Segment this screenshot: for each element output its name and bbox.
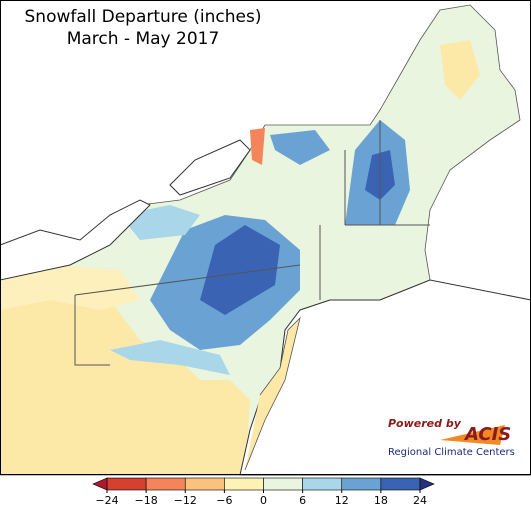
wet-region (200, 225, 280, 315)
colorbar-bin (380, 477, 421, 491)
map (0, 0, 531, 476)
lake (0, 199, 151, 281)
wet-region (270, 130, 330, 165)
colorbar-bin (263, 477, 303, 491)
colorbar-tick-label: −12 (174, 494, 197, 507)
dry-region (0, 290, 250, 475)
colorbar-over (419, 477, 435, 491)
colorbar-tick-label: −24 (95, 494, 118, 507)
lake (169, 139, 251, 196)
dry-spot (250, 128, 265, 165)
colorbar-bin (302, 477, 343, 491)
colorbar-tick-label: 18 (374, 494, 388, 507)
logo-powered-by: Powered by (388, 417, 462, 430)
colorbar-tick-label: 0 (260, 494, 267, 507)
logo-name: ACIS (463, 424, 511, 445)
state-border (74, 120, 430, 366)
logo-swoosh (440, 425, 505, 445)
colorbar-tick-label: 6 (299, 494, 306, 507)
title: Snowfall Departure (inches) (25, 7, 262, 27)
colorbar-tick-label: −18 (135, 494, 158, 507)
dry-region (0, 265, 140, 310)
logo-org: Regional Climate Centers (388, 447, 515, 458)
coast (244, 316, 301, 471)
colorbar-under (92, 477, 108, 491)
colorbar-bin (341, 477, 382, 491)
subtitle: March - May 2017 (67, 29, 220, 49)
colorbar-bin (145, 477, 186, 491)
colorbar: −24 −18 −12 −6 0 6 12 18 24 (92, 477, 435, 507)
colorbar-tick-label: −6 (216, 494, 232, 507)
colorbar-bin (184, 477, 225, 491)
logo: Powered by ACIS Regional Climate Centers (388, 417, 515, 458)
colorbar-bin (224, 477, 264, 491)
wet-region (110, 340, 230, 375)
colorbar-tick-label: 12 (335, 494, 349, 507)
colorbar-bin (106, 477, 147, 491)
dry-region (440, 40, 480, 100)
colorbar-tick-label: 24 (413, 494, 427, 507)
